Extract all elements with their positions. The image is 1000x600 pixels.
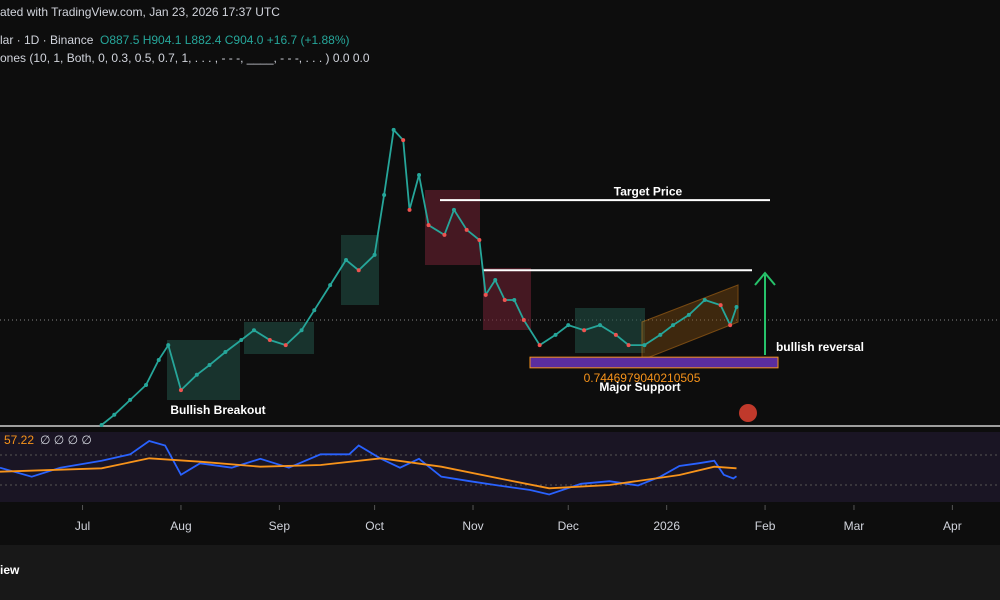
price-point <box>372 252 377 257</box>
price-point <box>344 258 349 263</box>
price-point <box>442 232 447 237</box>
series-line <box>0 457 737 490</box>
price-point <box>407 207 412 212</box>
price-point <box>671 323 676 328</box>
watermark: ated with TradingView.com, Jan 23, 2026 … <box>0 5 280 19</box>
price-point <box>537 343 542 348</box>
price-point <box>686 312 691 317</box>
price-point <box>718 303 723 308</box>
rsi-band <box>0 432 1000 502</box>
arrow-head <box>754 271 776 286</box>
footer-text: iew <box>0 563 20 577</box>
price-point <box>99 423 104 427</box>
price-point <box>178 388 183 393</box>
price-point <box>144 383 149 388</box>
x-tick-label: Aug <box>170 519 191 533</box>
price-point <box>566 323 571 328</box>
price-point <box>426 223 431 228</box>
series-line <box>101 127 738 426</box>
price-point <box>283 343 288 348</box>
rsi-value: 57.22 <box>4 433 34 447</box>
price-point <box>451 207 456 212</box>
series-line <box>0 440 738 496</box>
x-tick-label: Oct <box>365 519 384 533</box>
price-point <box>382 192 387 197</box>
annotation: bullish reversal <box>776 340 864 354</box>
price-point <box>642 343 647 348</box>
price-point <box>356 268 361 273</box>
price-point <box>328 283 333 288</box>
x-tick-label: Dec <box>558 519 579 533</box>
ohlc: O887.5 H904.1 L882.4 C904.0 +16.7 (+1.88… <box>100 33 350 47</box>
price-point <box>251 328 256 333</box>
price-point <box>267 337 272 342</box>
price-point <box>299 328 304 333</box>
price-point <box>239 337 244 342</box>
zone <box>425 190 480 265</box>
price-point <box>477 238 482 243</box>
price-point <box>512 297 517 302</box>
rsi-flags: ∅ ∅ ∅ ∅ <box>40 433 92 447</box>
zone <box>244 322 314 354</box>
flag-icon <box>739 404 757 422</box>
annotation: Bullish Breakout <box>170 403 265 417</box>
x-tick-label: Sep <box>269 519 291 533</box>
x-tick-label: Feb <box>755 519 776 533</box>
price-point <box>112 412 117 417</box>
price-point <box>728 323 733 328</box>
price-point <box>312 308 317 313</box>
price-point <box>626 343 631 348</box>
price-point <box>464 227 469 232</box>
price-point <box>156 357 161 362</box>
price-point <box>658 332 663 337</box>
price-point <box>391 127 396 132</box>
symbol: lar · 1D · Binance <box>0 33 94 47</box>
price-point <box>417 172 422 177</box>
price-point <box>521 317 526 322</box>
price-point <box>493 278 498 283</box>
x-tick-label: 2026 <box>653 519 680 533</box>
indicator: ones (10, 1, Both, 0, 0.3, 0.5, 0.7, 1, … <box>0 51 370 65</box>
support-zone <box>529 356 779 369</box>
level-label: Target Price <box>614 184 683 198</box>
price-point <box>613 332 618 337</box>
price-point <box>483 292 488 297</box>
price-point <box>166 343 171 348</box>
price-point <box>502 297 507 302</box>
support-note: 0.7446979040210505 <box>584 371 701 385</box>
footer-bar <box>0 545 1000 600</box>
x-tick-label: Mar <box>844 519 865 533</box>
price-point <box>194 372 199 377</box>
price-point <box>582 328 587 333</box>
price-point <box>207 363 212 368</box>
price-point <box>223 350 228 355</box>
price-point <box>401 138 406 143</box>
price-point <box>553 332 558 337</box>
price-point <box>128 397 133 402</box>
price-point <box>598 323 602 328</box>
support-label: Major Support <box>599 380 680 394</box>
price-point <box>702 297 707 302</box>
x-tick-label: Nov <box>462 519 483 533</box>
x-tick-label: Apr <box>943 519 962 533</box>
price-point <box>734 304 739 309</box>
x-tick-label: Jul <box>75 519 90 533</box>
